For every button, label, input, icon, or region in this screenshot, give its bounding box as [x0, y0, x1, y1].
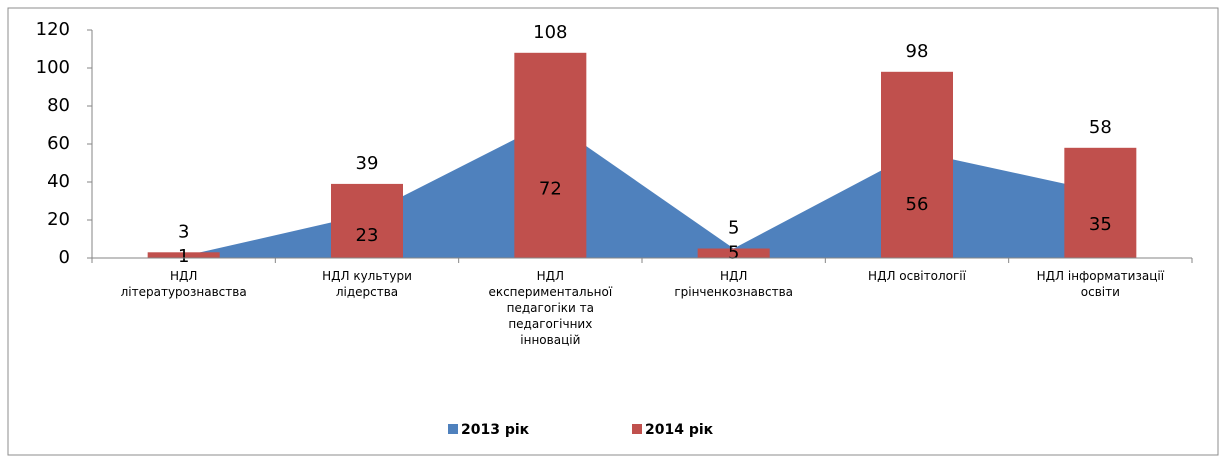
legend-swatch — [632, 424, 642, 434]
legend-swatch — [448, 424, 458, 434]
bar — [1064, 147, 1137, 258]
y-tick-label: 80 — [47, 95, 70, 116]
data-label: 108 — [533, 22, 567, 43]
data-label: 5 — [728, 242, 739, 263]
y-tick-label: 20 — [47, 209, 70, 230]
data-label: 72 — [539, 179, 562, 200]
area — [183, 121, 1101, 258]
y-tick-label: 0 — [59, 247, 70, 268]
legend-label: 2014 рік — [645, 422, 714, 438]
y-tick-label: 60 — [47, 133, 70, 154]
bar — [697, 248, 770, 258]
y-tick-label: 40 — [47, 171, 70, 192]
bar — [881, 71, 953, 258]
x-tick-label: НДЛ інформатизації освіти — [1036, 269, 1165, 299]
x-tick-label: НДЛ літературознавства — [120, 269, 247, 299]
data-label: 5 — [728, 218, 739, 239]
bar — [331, 183, 403, 258]
data-label: 39 — [356, 153, 379, 174]
data-label: 3 — [178, 221, 189, 242]
x-tick-label: НДЛ грінченкознавства — [674, 269, 793, 299]
data-label: 98 — [906, 41, 929, 62]
data-label: 58 — [1089, 117, 1112, 138]
data-label: 23 — [356, 225, 379, 246]
x-tick-label: НДЛ освітології — [868, 269, 966, 283]
y-tick-label: 100 — [36, 57, 70, 78]
x-tick-label: НДЛ експериментальної педагогіки та педа… — [488, 269, 613, 347]
bar — [514, 52, 587, 258]
y-tick-label: 120 — [36, 19, 70, 40]
legend-label: 2013 рік — [461, 422, 530, 438]
data-label: 56 — [906, 194, 929, 215]
data-label: 1 — [178, 246, 189, 267]
data-label: 35 — [1089, 214, 1112, 235]
x-tick-label: НДЛ культури лідерства — [322, 269, 412, 299]
bar — [147, 252, 220, 258]
